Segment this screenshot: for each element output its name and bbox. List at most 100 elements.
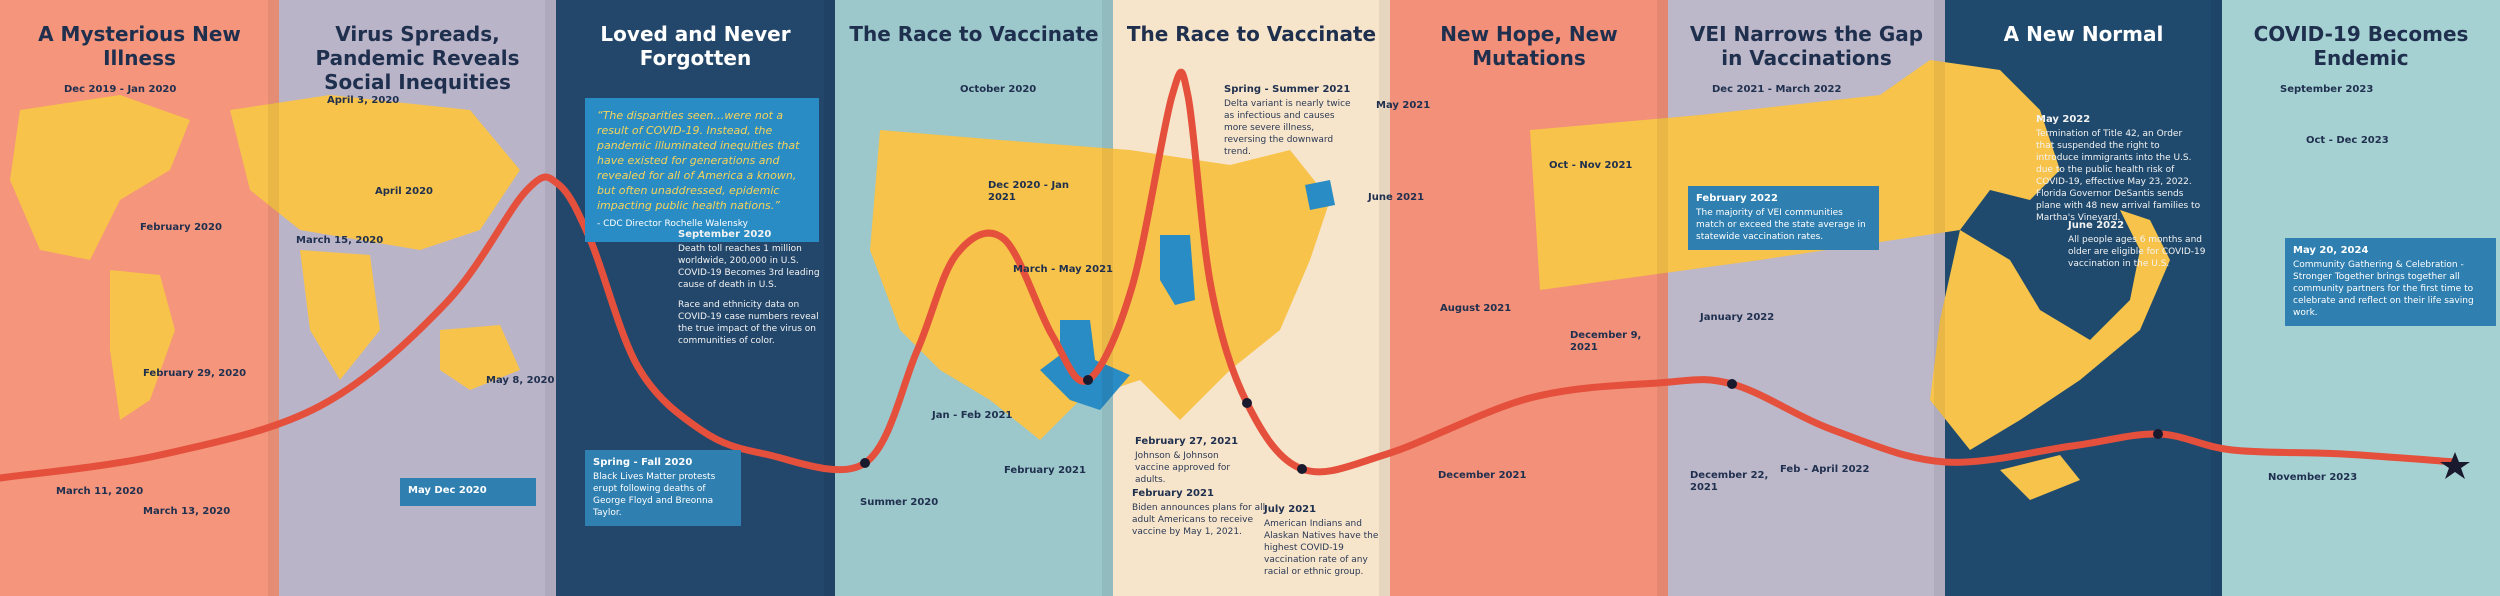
event-date: September 2020 <box>678 229 772 240</box>
map-shape <box>10 95 190 260</box>
event-text: Race and ethnicity data on COVID-19 case… <box>678 300 819 346</box>
event-date: February 2021 <box>1132 488 1214 499</box>
event-date: October 2020 <box>960 84 1037 95</box>
event-date: May 20, 2024 <box>2293 245 2369 256</box>
timeline-event: April 3, 2020 <box>327 95 467 109</box>
panel-title: New Hope, New Mutations <box>1440 22 1618 70</box>
timeline-event: August 2021 <box>1440 303 1570 317</box>
event-date: June 2021 <box>1368 192 1425 203</box>
marker <box>1297 464 1307 474</box>
end-star <box>2440 452 2470 479</box>
timeline-event: March 11, 2020 <box>56 486 176 500</box>
quote-source: - CDC Director Rochelle Walensky <box>597 219 748 229</box>
event-date: Jan - Feb 2021 <box>932 410 1013 421</box>
panel-title: A Mysterious New Illness <box>38 22 241 70</box>
fold <box>268 0 279 596</box>
timeline-event: Spring - Fall 2020 Black Lives Matter pro… <box>585 450 741 526</box>
timeline-event: Feb - April 2022 <box>1780 464 1930 478</box>
map-shape <box>1930 210 2170 450</box>
event-text: All people ages 6 months and older are e… <box>2068 235 2206 269</box>
event-date: February 2020 <box>140 222 222 233</box>
timeline-event: Dec 2019 - Jan 2020 <box>64 84 214 98</box>
event-date: April 2020 <box>375 186 433 197</box>
timeline-event: Oct - Dec 2023 <box>2306 135 2476 149</box>
event-date: Feb - April 2022 <box>1780 464 1870 475</box>
panel-title: VEI Narrows the Gap in Vaccinations <box>1689 22 1924 70</box>
panel-title: Loved and Never Forgotten <box>600 22 791 70</box>
timeline-event: December 9, 2021 <box>1570 330 1665 356</box>
event-date: August 2021 <box>1440 303 1512 314</box>
event-date: November 2023 <box>2268 472 2358 483</box>
timeline-event: May 2022 Termination of Title 42, an Orde… <box>2036 114 2201 224</box>
timeline-event: January 2022 <box>1700 312 1840 326</box>
event-date: March 15, 2020 <box>296 235 384 246</box>
event-date: Dec 2021 - March 2022 <box>1712 84 1842 95</box>
timeline-event: October 2020 <box>960 84 1100 98</box>
event-date: May 8, 2020 <box>486 375 555 386</box>
event-date: February 27, 2021 <box>1135 436 1239 447</box>
timeline-event: February 2021 <box>1004 465 1104 479</box>
event-text: Biden announces plans for all adult Amer… <box>1132 503 1266 537</box>
timeline-event: June 2021 <box>1368 192 1478 206</box>
state-shape <box>1040 320 1130 410</box>
timeline-event: September 2023 <box>2280 84 2480 98</box>
timeline-event: September 2020 Death toll reaches 1 milli… <box>678 229 823 347</box>
marker <box>1083 375 1093 385</box>
event-date: May 2022 <box>2036 114 2091 125</box>
timeline-event: Jan - Feb 2021 <box>932 410 1052 424</box>
timeline-event: May 8, 2020 <box>486 375 556 389</box>
map-shape <box>870 130 1330 440</box>
timeline-event: March 13, 2020 <box>143 506 263 520</box>
timeline-event: Dec 2020 - Jan 2021 <box>988 180 1098 206</box>
panel-bg <box>1390 0 1668 596</box>
world-map <box>10 95 520 420</box>
event-text: Termination of Title 42, an Order that s… <box>2036 129 2201 223</box>
timeline-event: May Dec 2020 <box>400 478 536 506</box>
event-date: March 13, 2020 <box>143 506 231 517</box>
event-text: The majority of VEI communities match or… <box>1696 208 1866 242</box>
event-date: February 2021 <box>1004 465 1086 476</box>
event-date: March 11, 2020 <box>56 486 144 497</box>
map-shape <box>230 95 520 250</box>
timeline-event: December 2021 <box>1438 470 1568 484</box>
map-shape <box>1530 60 2060 290</box>
marker <box>1242 398 1252 408</box>
timeline-event: Oct - Nov 2021 <box>1549 160 1659 174</box>
panel-title: Virus Spreads, Pandemic Reveals Social I… <box>315 22 520 94</box>
event-text: Black Lives Matter protests erupt follow… <box>593 472 716 518</box>
timeline-event: Summer 2020 <box>860 497 1000 511</box>
event-date: September 2023 <box>2280 84 2374 95</box>
timeline-event: February 2022 The majority of VEI communi… <box>1688 186 1879 250</box>
us-map <box>870 130 1335 440</box>
state-shape <box>1160 235 1195 305</box>
timeline-event: July 2021 American Indians and Alaskan Na… <box>1264 504 1389 578</box>
marker <box>2153 429 2163 439</box>
fold <box>1657 0 1668 596</box>
event-date: Oct - Nov 2021 <box>1549 160 1633 171</box>
panel-title: The Race to Vaccinate <box>849 22 1099 46</box>
event-text: Community Gathering & Celebration - Stro… <box>2293 260 2474 318</box>
timeline-event: March - May 2021 <box>1013 264 1113 278</box>
timeline-event: May 2021 <box>1376 100 1506 114</box>
event-date: December 9, 2021 <box>1570 330 1642 353</box>
event-text: “The disparities seen…were not a result … <box>597 109 800 212</box>
event-date: June 2022 <box>2068 220 2125 231</box>
event-date: March - May 2021 <box>1013 264 1114 275</box>
timeline-event: February 2020 <box>140 222 260 236</box>
fold <box>1379 0 1390 596</box>
timeline-event: Dec 2021 - March 2022 <box>1712 84 1862 98</box>
fold <box>2211 0 2222 596</box>
state-shape <box>1305 180 1335 210</box>
event-date: December 2021 <box>1438 470 1527 481</box>
fold <box>1102 0 1113 596</box>
panel-title: The Race to Vaccinate <box>1126 22 1377 46</box>
timeline-event: February 2021 Biden announces plans for a… <box>1132 488 1272 538</box>
panel-title: A New Normal <box>2003 22 2164 46</box>
event-date: Dec 2019 - Jan 2020 <box>64 84 177 95</box>
event-date: December 22, 2021 <box>1690 470 1769 493</box>
timeline-event: June 2022 All people ages 6 months and ol… <box>2068 220 2218 270</box>
fold <box>824 0 835 596</box>
marker <box>860 458 870 468</box>
